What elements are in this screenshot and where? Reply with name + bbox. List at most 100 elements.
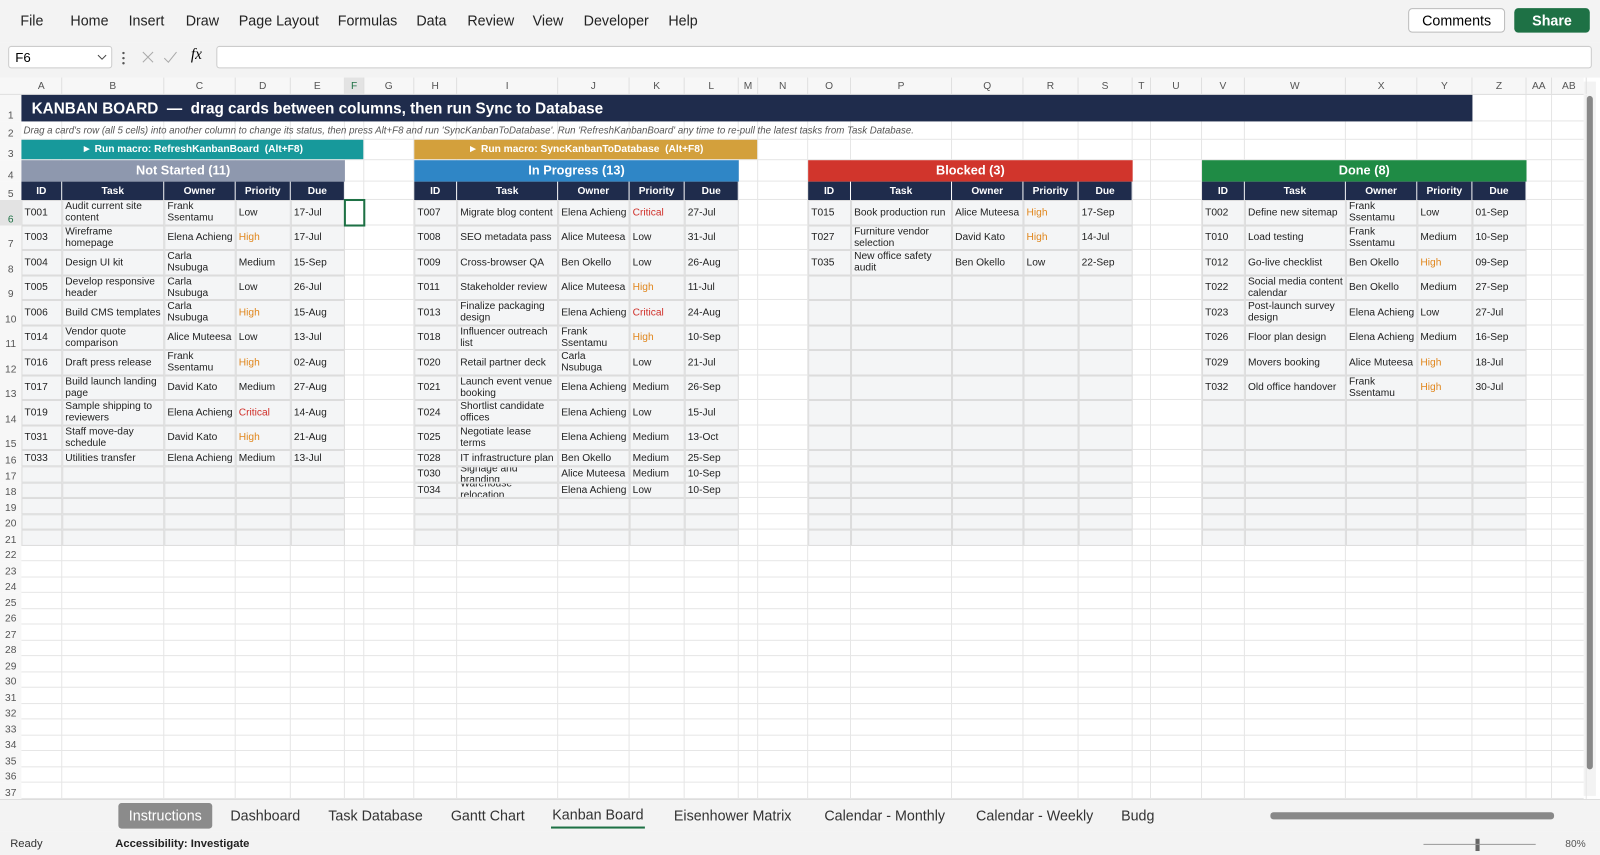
card-cell[interactable]: 14-Jul [1078,224,1133,250]
column-header[interactable]: W [1245,77,1346,94]
row-header[interactable]: 12 [0,349,22,375]
card-cell[interactable]: Go-live checklist [1244,249,1346,275]
card-cell[interactable]: Signage and branding [457,466,559,483]
card-cell[interactable]: Elena Achieng [558,424,630,450]
card-cell[interactable]: Low [235,199,291,225]
card-cell[interactable]: T028 [414,449,458,467]
card-cell[interactable]: Carla Nsubuga [164,299,236,325]
card-cell[interactable]: 11-Jul [684,274,739,300]
card-cell[interactable]: Movers booking [1244,349,1346,375]
card-cell[interactable]: Low [1023,249,1079,275]
comments-button[interactable]: Comments [1408,8,1506,33]
card-cell[interactable]: David Kato [164,424,236,450]
card-cell[interactable]: Stakeholder review [457,274,559,300]
card-cell[interactable]: T008 [414,224,458,250]
row-header[interactable]: 18 [0,482,22,498]
card-cell[interactable]: High [1417,249,1473,275]
card-cell[interactable]: T025 [414,424,458,450]
card-cell[interactable]: Alice Muteesa [164,324,236,350]
card-cell[interactable]: Medium [629,449,685,467]
horizontal-scroll-thumb[interactable] [1270,812,1555,820]
column-header[interactable]: S [1079,77,1133,94]
card-cell[interactable]: Critical [629,299,685,325]
row-header[interactable]: 31 [0,687,22,704]
column-header[interactable]: U [1151,77,1203,94]
card-cell[interactable]: Define new sitemap [1244,199,1346,225]
card-cell[interactable]: High [235,349,291,375]
menu-item[interactable]: Page Layout [238,12,320,29]
card-cell[interactable]: Wireframe homepage [62,224,165,250]
card-cell[interactable]: 10-Sep [684,324,739,350]
row-header[interactable]: 4 [0,160,22,182]
card-cell[interactable]: 15-Aug [290,299,345,325]
row-header[interactable]: 35 [0,751,22,767]
card-cell[interactable]: Elena Achieng [164,224,236,250]
row-header[interactable]: 25 [0,592,22,609]
card-cell[interactable]: 21-Aug [290,424,345,450]
card-cell[interactable]: Frank Ssentamu [558,324,630,350]
card-cell[interactable]: Utilities transfer [62,449,165,467]
row-header[interactable]: 26 [0,608,22,625]
card-cell[interactable]: Critical [629,199,685,225]
row-header[interactable]: 14 [0,399,22,425]
column-header[interactable]: F [344,77,365,94]
row-header[interactable]: 7 [0,224,22,250]
card-cell[interactable]: Ben Okello [558,249,630,275]
card-cell[interactable]: 18-Jul [1472,349,1527,375]
card-cell[interactable]: High [629,324,685,350]
card-cell[interactable]: Ben Okello [1345,249,1418,275]
card-cell[interactable]: T018 [414,324,458,350]
card-cell[interactable]: Alice Muteesa [558,466,630,483]
card-cell[interactable]: 27-Sep [1472,274,1527,300]
card-cell[interactable]: High [235,224,291,250]
card-cell[interactable]: Alice Muteesa [558,224,630,250]
card-cell[interactable]: T011 [414,274,458,300]
row-header[interactable]: 20 [0,513,22,530]
card-cell[interactable]: Social media content calendar [1244,274,1346,300]
sheet-tab[interactable]: Dashboard [230,807,301,824]
card-cell[interactable]: Elena Achieng [558,374,630,400]
card-cell[interactable]: T005 [21,274,63,300]
card-cell[interactable]: Finalize packaging design [457,299,559,325]
card-cell[interactable]: Medium [1417,324,1473,350]
row-header[interactable]: 11 [0,324,22,350]
card-cell[interactable]: 01-Sep [1472,199,1527,225]
sheet-tab[interactable]: Kanban Board [551,803,645,829]
card-cell[interactable]: T010 [1202,224,1245,250]
card-cell[interactable]: T007 [414,199,458,225]
card-cell[interactable]: Elena Achieng [1345,324,1418,350]
card-cell[interactable]: T019 [21,399,63,425]
card-cell[interactable]: Carla Nsubuga [558,349,630,375]
card-cell[interactable]: Shortlist candidate offices [457,399,559,425]
card-cell[interactable]: T022 [1202,274,1245,300]
card-cell[interactable]: Audit current site content [62,199,165,225]
card-cell[interactable]: Low [629,249,685,275]
card-cell[interactable]: 15-Sep [290,249,345,275]
card-cell[interactable]: 17-Sep [1078,199,1133,225]
fx-label[interactable]: fx [190,46,202,64]
card-cell[interactable]: Alice Muteesa [952,199,1024,225]
card-cell[interactable]: Carla Nsubuga [164,274,236,300]
card-cell[interactable]: High [235,299,291,325]
row-header[interactable]: 36 [0,766,22,783]
card-cell[interactable]: T014 [21,324,63,350]
card-cell[interactable]: Frank Ssentamu [1345,374,1418,400]
card-cell[interactable]: 27-Jul [1472,299,1527,325]
row-header[interactable]: 1 [0,94,22,122]
card-cell[interactable]: Old office handover [1244,374,1346,400]
menu-item[interactable]: Data [416,12,447,29]
card-cell[interactable]: IT infrastructure plan [457,449,559,467]
card-cell[interactable]: T012 [1202,249,1245,275]
menu-item[interactable]: Developer [583,12,649,29]
row-header[interactable]: 22 [0,545,22,562]
card-cell[interactable]: Ben Okello [952,249,1024,275]
card-cell[interactable]: Medium [1417,224,1473,250]
row-header[interactable]: 16 [0,449,22,467]
card-cell[interactable]: Alice Muteesa [558,274,630,300]
card-cell[interactable]: Low [235,324,291,350]
card-cell[interactable]: T004 [21,249,63,275]
card-cell[interactable]: Negotiate lease terms [457,424,559,450]
card-cell[interactable]: 13-Oct [684,424,739,450]
macro-button[interactable]: ► Run macro: RefreshKanbanBoard (Alt+F8) [21,139,364,160]
row-header[interactable]: 21 [0,529,22,546]
